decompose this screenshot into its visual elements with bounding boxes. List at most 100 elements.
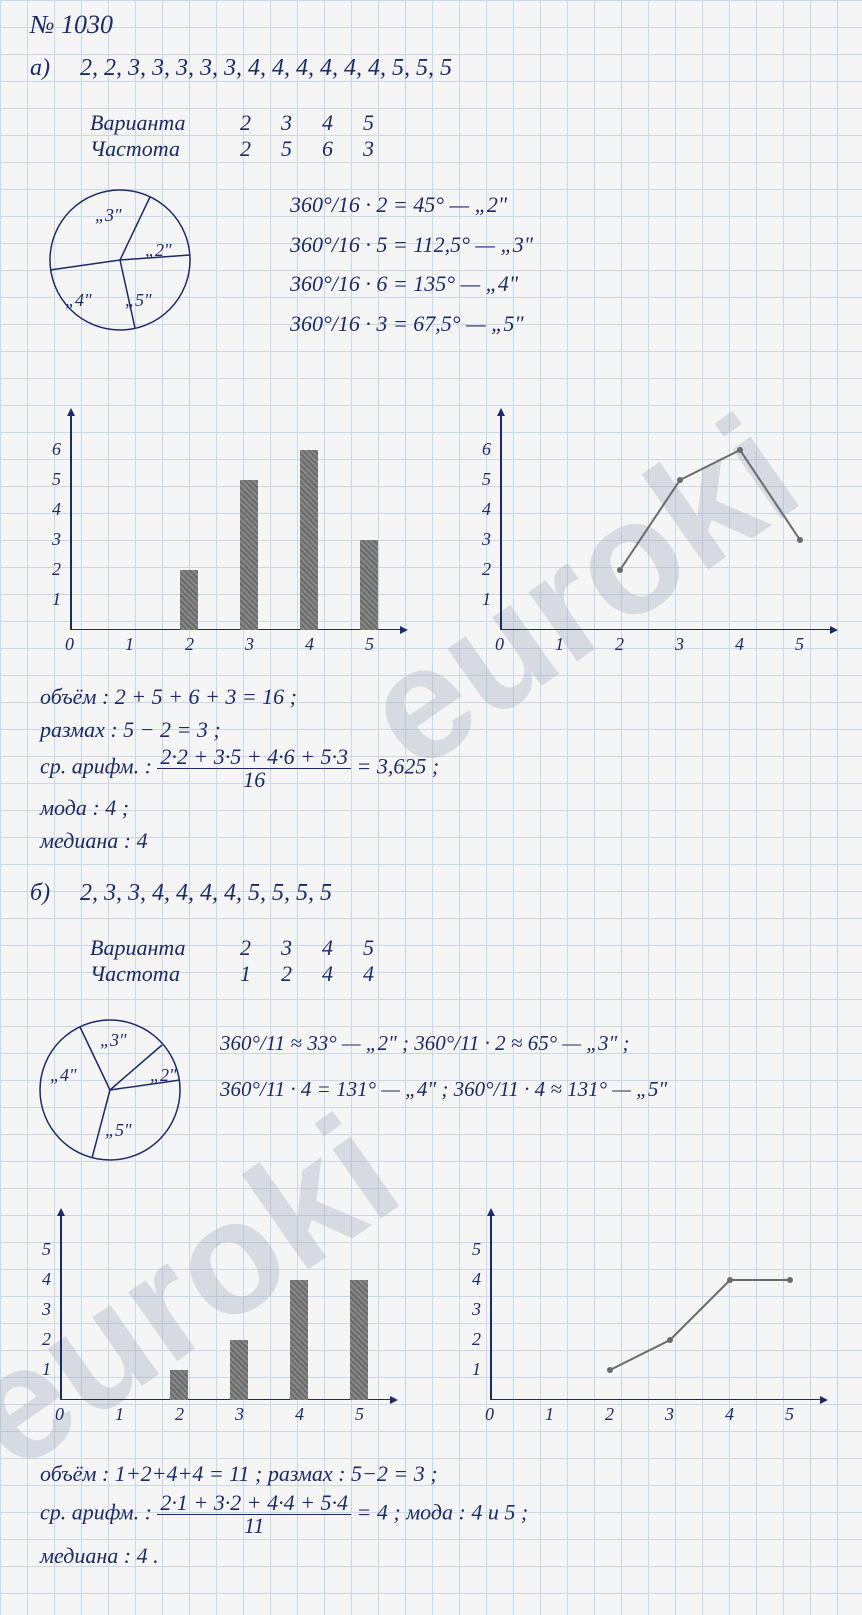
- problem-number: № 1030: [30, 10, 113, 40]
- ytick: 1: [52, 589, 61, 610]
- ytick: 2: [52, 559, 61, 580]
- xtick: 4: [735, 634, 744, 655]
- pie-label: „3": [100, 1030, 127, 1051]
- line-chart-b: 1 2 3 4 5 0 1 2 3 4 5: [450, 1200, 830, 1430]
- ytick: 6: [52, 439, 61, 460]
- part-b-label: б): [30, 880, 50, 907]
- ytick: 2: [482, 559, 491, 580]
- pie-label: „5": [125, 290, 152, 311]
- bar: [180, 570, 198, 630]
- ytick: 1: [42, 1359, 51, 1380]
- volume-range: объём : 1+2+4+4 = 11 ; размах : 5−2 = 3 …: [40, 1455, 528, 1492]
- xtick: 2: [605, 1404, 614, 1425]
- calc-line: 360°/16 · 5 = 112,5° — „3": [290, 225, 533, 265]
- stats-b: объём : 1+2+4+4 = 11 ; размах : 5−2 = 3 …: [40, 1455, 528, 1575]
- mean-result: = 3,625 ;: [356, 754, 439, 779]
- pie-label: „3": [95, 205, 122, 226]
- mean-num: 2·1 + 3·2 + 4·4 + 5·4: [157, 1492, 351, 1515]
- median: медиана : 4 .: [40, 1537, 528, 1574]
- xtick: 1: [545, 1404, 554, 1425]
- xtick: 3: [675, 634, 684, 655]
- bar-chart-a: 1 2 3 4 5 6 0 1 2 3 4 5: [30, 400, 410, 660]
- calc-line: 360°/16 · 6 = 135° — „4": [290, 264, 533, 304]
- median: медиана : 4: [40, 824, 439, 857]
- xtick: 3: [235, 1404, 244, 1425]
- ytick: 4: [42, 1269, 51, 1290]
- angle-calcs-a: 360°/16 · 2 = 45° — „2" 360°/16 · 5 = 11…: [290, 185, 533, 343]
- xtick: 0: [485, 1404, 494, 1425]
- ytick: 3: [482, 529, 491, 550]
- ytick: 3: [42, 1299, 51, 1320]
- cell: 2: [281, 961, 292, 987]
- ytick: 5: [42, 1239, 51, 1260]
- ytick: 4: [52, 499, 61, 520]
- xtick: 0: [55, 1404, 64, 1425]
- cell: 3: [281, 110, 292, 136]
- polyline: [500, 410, 840, 630]
- cell: 3: [363, 136, 374, 162]
- cell: 5: [363, 110, 374, 136]
- xtick: 3: [665, 1404, 674, 1425]
- bar: [240, 480, 258, 630]
- ytick: 4: [482, 499, 491, 520]
- xtick: 1: [125, 634, 134, 655]
- table-label: Частота: [90, 136, 210, 162]
- bar: [290, 1280, 308, 1400]
- table-label: Частота: [90, 961, 210, 987]
- part-a-data: 2, 2, 3, 3, 3, 3, 3, 4, 4, 4, 4, 4, 4, 5…: [80, 55, 452, 82]
- ytick: 6: [482, 439, 491, 460]
- cell: 2: [240, 136, 251, 162]
- mode: мода : 4 ;: [40, 791, 439, 824]
- bar: [230, 1340, 248, 1400]
- angle-calcs-b: 360°/11 ≈ 33° — „2" ; 360°/11 · 2 ≈ 65° …: [220, 1020, 667, 1112]
- mean: ср. арифм. : 2·1 + 3·2 + 4·4 + 5·4 11 = …: [40, 1492, 528, 1537]
- ytick: 2: [472, 1329, 481, 1350]
- xtick: 4: [295, 1404, 304, 1425]
- xtick: 1: [555, 634, 564, 655]
- xtick: 2: [175, 1404, 184, 1425]
- part-a-label: а): [30, 55, 50, 82]
- ytick: 1: [482, 589, 491, 610]
- mean-label: ср. арифм. :: [40, 754, 152, 779]
- calc-line: 360°/16 · 3 = 67,5° — „5": [290, 304, 533, 344]
- cell: 5: [363, 935, 374, 961]
- mean-den: 11: [241, 1515, 267, 1537]
- mean-result: = 4 ; мода : 4 и 5 ;: [356, 1500, 528, 1525]
- ytick: 5: [482, 469, 491, 490]
- table-a: Варианта 2 3 4 5 Частота 2 5 6 3: [90, 110, 374, 162]
- cell: 5: [281, 136, 292, 162]
- table-label: Варианта: [90, 935, 210, 961]
- bar-chart-b: 1 2 3 4 5 0 1 2 3 4 5: [20, 1200, 400, 1430]
- bar: [300, 450, 318, 630]
- table-label: Варианта: [90, 110, 210, 136]
- xtick: 5: [355, 1404, 364, 1425]
- pie-label: „4": [65, 290, 92, 311]
- ytick: 2: [42, 1329, 51, 1350]
- stats-a: объём : 2 + 5 + 6 + 3 = 16 ; размах : 5 …: [40, 680, 439, 857]
- cell: 2: [240, 110, 251, 136]
- xtick: 4: [725, 1404, 734, 1425]
- bar: [350, 1280, 368, 1400]
- xtick: 0: [65, 634, 74, 655]
- calc-line: 360°/11 ≈ 33° — „2" ; 360°/11 · 2 ≈ 65° …: [220, 1020, 667, 1066]
- xtick: 4: [305, 634, 314, 655]
- xtick: 2: [185, 634, 194, 655]
- range: размах : 5 − 2 = 3 ;: [40, 713, 439, 746]
- cell: 2: [240, 935, 251, 961]
- bar: [170, 1370, 188, 1400]
- mean-label: ср. арифм. :: [40, 1500, 152, 1525]
- bar: [360, 540, 378, 630]
- xtick: 2: [615, 634, 624, 655]
- cell: 6: [322, 136, 333, 162]
- ytick: 4: [472, 1269, 481, 1290]
- cell: 4: [363, 961, 374, 987]
- table-b: Варианта 2 3 4 5 Частота 1 2 4 4: [90, 935, 374, 987]
- polyline: [490, 1210, 830, 1400]
- xtick: 5: [785, 1404, 794, 1425]
- pie-label: „5": [105, 1120, 132, 1141]
- ytick: 3: [52, 529, 61, 550]
- cell: 4: [322, 110, 333, 136]
- cell: 1: [240, 961, 251, 987]
- cell: 3: [281, 935, 292, 961]
- pie-label: „2": [150, 1065, 177, 1086]
